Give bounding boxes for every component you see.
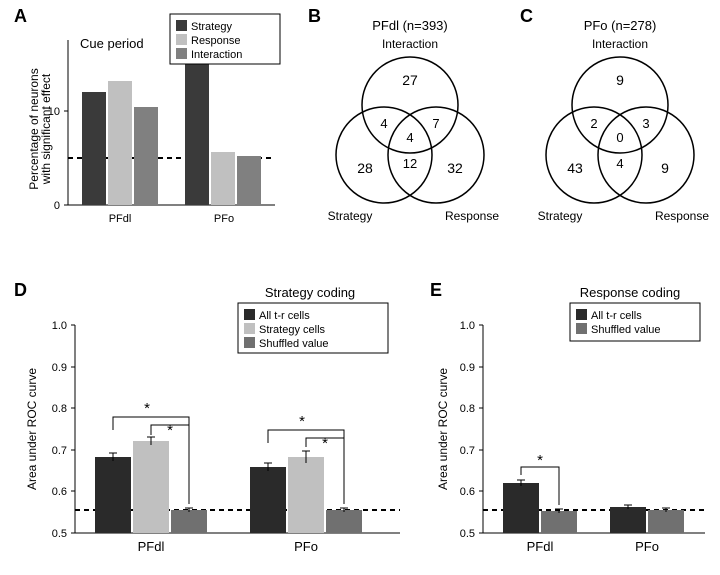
legend-interaction: Interaction [191,49,242,61]
bar-d-pfo-shuffled [326,510,362,533]
panel-c-set-l: Strategy [538,209,583,223]
venn-c-int: 9 [616,72,624,88]
venn-c-all: 0 [616,130,623,145]
svg-text:0.9: 0.9 [460,362,475,374]
svg-text:0: 0 [54,200,60,212]
venn-c-strat: 43 [567,160,583,176]
venn-c-resp: 9 [661,160,669,176]
panel-e-ylabel: Area under ROC curve [436,368,450,490]
xlabel-d-pfdl: PFdl [138,539,165,554]
venn-b-all: 4 [406,130,413,145]
panel-e-title: Response coding [580,285,680,300]
venn-c-sr: 4 [616,156,623,171]
xlabel-pfo: PFo [214,213,234,225]
legend-d-shuf: Shuffled value [259,338,329,350]
venn-c-ir: 3 [642,116,649,131]
panel-a-ylabel2: with significant effect [39,73,53,185]
bar-e-pfo-all [610,507,646,533]
sig-d3: * [299,413,305,430]
panel-c-set-r: Response [655,209,709,223]
venn-b-ir: 7 [432,116,439,131]
sig-d1: * [144,400,150,417]
bar-d-pfo-all [250,467,286,533]
xlabel-d-pfo: PFo [294,539,318,554]
cue-period-text: Cue period [80,36,144,51]
bar-pfdl-strategy [82,92,106,205]
panel-d-ylabel: Area under ROC curve [25,368,39,490]
venn-b-strat: 28 [357,160,373,176]
legend-e-shuf: Shuffled value [591,324,661,336]
xlabel-pfdl: PFdl [109,213,132,225]
bar-d-pfdl-all [95,457,131,533]
bar-pfo-response [211,152,235,205]
venn-b-resp: 32 [447,160,463,176]
svg-text:0.5: 0.5 [460,528,475,540]
legend-response: Response [191,35,241,47]
svg-text:1.0: 1.0 [52,320,67,332]
panel-b-set-top: Interaction [382,37,438,51]
bar-pfo-interaction [237,156,261,205]
bar-e-pfo-shuffled [648,510,684,533]
legend-e-all: All t-r cells [591,310,642,322]
panel-d-chart: 0.5 0.6 0.7 0.8 0.9 1.0 * * * * PFdl PFo… [20,285,420,575]
bar-d-pfdl-strategy [133,441,169,533]
legend-d-all: All t-r cells [259,310,310,322]
xlabel-e-pfo: PFo [635,539,659,554]
bar-d-pfdl-shuffled [171,510,207,533]
panel-b-set-r: Response [445,209,499,223]
venn-b-is: 4 [380,116,387,131]
svg-text:0.6: 0.6 [52,486,67,498]
bar-e-pfdl-all [503,483,539,533]
bar-e-pfdl-shuffled [541,511,577,533]
bar-d-pfo-strategy [288,457,324,533]
bar-pfo-strategy [185,40,209,205]
svg-text:0.8: 0.8 [52,403,67,415]
venn-c-is: 2 [590,116,597,131]
panel-c-title: PFo (n=278) [584,18,657,33]
sig-d4: * [322,435,328,452]
xlabel-e-pfdl: PFdl [527,539,554,554]
legend-d-strat: Strategy cells [259,324,326,336]
svg-text:0.9: 0.9 [52,362,67,374]
legend-strategy: Strategy [191,21,232,33]
sig-e1: * [537,452,543,469]
panel-b-set-l: Strategy [328,209,373,223]
venn-b-sr: 12 [403,156,417,171]
panel-e-chart: 0.5 0.6 0.7 0.8 0.9 1.0 * PFdl PFo Area … [435,285,720,575]
bar-pfdl-interaction [134,107,158,205]
bar-pfdl-response [108,81,132,205]
sig-d2: * [167,422,173,439]
panel-d-title: Strategy coding [265,285,355,300]
svg-text:0.7: 0.7 [52,445,67,457]
panel-b-title: PFdl (n=393) [372,18,448,33]
svg-text:0.7: 0.7 [460,445,475,457]
panel-c-set-top: Interaction [592,37,648,51]
panel-a-chart: 0 10 PFdl PFo Cue period Percentage of n… [20,10,300,260]
panel-c-venn: PFo (n=278) Interaction 9 2 3 0 43 9 4 S… [520,10,720,260]
svg-text:0.5: 0.5 [52,528,67,540]
svg-text:0.6: 0.6 [460,486,475,498]
panel-b-venn: PFdl (n=393) Interaction 27 4 7 4 28 32 … [310,10,510,260]
venn-b-int: 27 [402,72,418,88]
svg-text:0.8: 0.8 [460,403,475,415]
svg-text:1.0: 1.0 [460,320,475,332]
